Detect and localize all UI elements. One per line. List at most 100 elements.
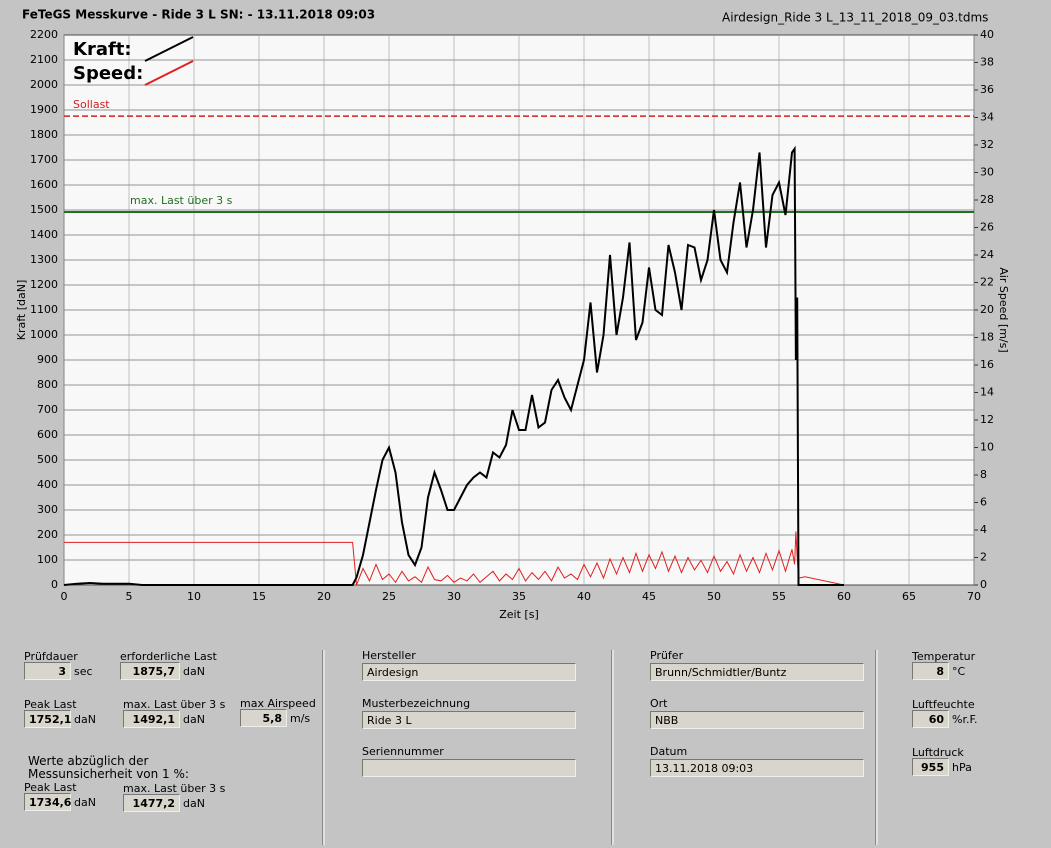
field-label: Seriennummer (362, 745, 444, 758)
field-unit: daN (74, 713, 96, 726)
y2-tick-label: 12 (980, 413, 994, 426)
field-label: Peak Last (24, 781, 77, 794)
note: Werte abzüglich der (28, 754, 149, 768)
y-tick-label: 1200 (30, 278, 58, 291)
field-value: Brunn/Schmidtler/Buntz (650, 663, 864, 681)
y2-tick-label: 10 (980, 441, 994, 454)
field-value: Ride 3 L (362, 711, 576, 729)
field-unit: sec (74, 665, 93, 678)
field-value: 1477,2 (123, 794, 180, 812)
x-tick-label: 45 (642, 590, 656, 603)
x-tick-label: 40 (577, 590, 591, 603)
y-tick-label: 1400 (30, 228, 58, 241)
y2-tick-label: 16 (980, 358, 994, 371)
reference-label: max. Last über 3 s (130, 194, 233, 207)
x-tick-label: 25 (382, 590, 396, 603)
x-tick-label: 50 (707, 590, 721, 603)
field-label: max. Last über 3 s (123, 698, 226, 711)
y2-tick-label: 18 (980, 331, 994, 344)
field-unit: daN (183, 797, 205, 810)
y-tick-label: 1700 (30, 153, 58, 166)
field-label: erforderliche Last (120, 650, 217, 663)
y2-tick-label: 26 (980, 221, 994, 234)
y2-tick-label: 32 (980, 138, 994, 151)
separator (875, 650, 878, 845)
field-label: max Airspeed (240, 697, 316, 710)
y2-tick-label: 34 (980, 111, 994, 124)
field-value: Airdesign (362, 663, 576, 681)
x-tick-label: 55 (772, 590, 786, 603)
y2-tick-label: 0 (980, 578, 987, 591)
reference-label: Sollast (73, 98, 110, 111)
y-tick-label: 1300 (30, 253, 58, 266)
y-tick-label: 300 (37, 503, 58, 516)
y2-tick-label: 6 (980, 496, 987, 509)
x-tick-label: 60 (837, 590, 851, 603)
field-label: Luftdruck (912, 746, 964, 759)
field-value: 955 (912, 758, 949, 776)
legend-label: Kraft: (73, 39, 132, 60)
y2-tick-label: 2 (980, 551, 987, 564)
legend-label: Speed: (73, 63, 143, 84)
y-tick-label: 2100 (30, 53, 58, 66)
y2-axis-label: Air Speed [m/s] (997, 267, 1010, 352)
y-tick-label: 200 (37, 528, 58, 541)
field-unit: daN (183, 665, 205, 678)
y2-tick-label: 38 (980, 56, 994, 69)
y-tick-label: 1100 (30, 303, 58, 316)
field-value: 8 (912, 662, 949, 680)
field-label: Musterbezeichnung (362, 697, 471, 710)
x-tick-label: 10 (187, 590, 201, 603)
y-tick-label: 1600 (30, 178, 58, 191)
y-tick-label: 800 (37, 378, 58, 391)
y2-tick-label: 24 (980, 248, 994, 261)
x-axis-label: Zeit [s] (499, 608, 538, 621)
legend-swatch (144, 60, 194, 86)
legend-swatch (144, 36, 194, 62)
y-tick-label: 600 (37, 428, 58, 441)
field-value: 1492,1 (123, 710, 180, 728)
y-tick-label: 1500 (30, 203, 58, 216)
y2-tick-label: 28 (980, 193, 994, 206)
y-tick-label: 700 (37, 403, 58, 416)
separator (322, 650, 325, 845)
separator (611, 650, 614, 845)
field-value: 1734,6 (24, 793, 71, 811)
x-tick-label: 0 (61, 590, 68, 603)
y-tick-label: 900 (37, 353, 58, 366)
y-tick-label: 2200 (30, 28, 58, 41)
x-tick-label: 30 (447, 590, 461, 603)
y-tick-label: 1900 (30, 103, 58, 116)
y-tick-label: 100 (37, 553, 58, 566)
x-tick-label: 20 (317, 590, 331, 603)
file-name: Airdesign_Ride 3 L_13_11_2018_09_03.tdms (722, 11, 988, 25)
field-value: 3 (24, 662, 71, 680)
y2-tick-label: 30 (980, 166, 994, 179)
field-label: Peak Last (24, 698, 77, 711)
field-label: Ort (650, 697, 668, 710)
field-unit: hPa (952, 761, 972, 774)
field-unit: °C (952, 665, 966, 678)
field-value: NBB (650, 711, 864, 729)
field-unit: daN (74, 796, 96, 809)
field-label: Hersteller (362, 649, 416, 662)
note: Messunsicherheit von 1 %: (28, 767, 189, 781)
field-label: Datum (650, 745, 688, 758)
y2-tick-label: 22 (980, 276, 994, 289)
y-tick-label: 400 (37, 478, 58, 491)
y2-tick-label: 8 (980, 468, 987, 481)
series-line (64, 531, 845, 586)
y2-tick-label: 40 (980, 28, 994, 41)
field-label: max. Last über 3 s (123, 782, 226, 795)
field-value: 1875,7 (120, 662, 180, 680)
y2-tick-label: 14 (980, 386, 994, 399)
field-unit: daN (183, 713, 205, 726)
field-value: 60 (912, 710, 949, 728)
field-value: 13.11.2018 09:03 (650, 759, 864, 777)
y-tick-label: 0 (51, 578, 58, 591)
field-label: Prüfdauer (24, 650, 78, 663)
field-value: 5,8 (240, 709, 287, 727)
y-axis-label: Kraft [daN] (15, 280, 28, 341)
field-label: Luftfeuchte (912, 698, 975, 711)
